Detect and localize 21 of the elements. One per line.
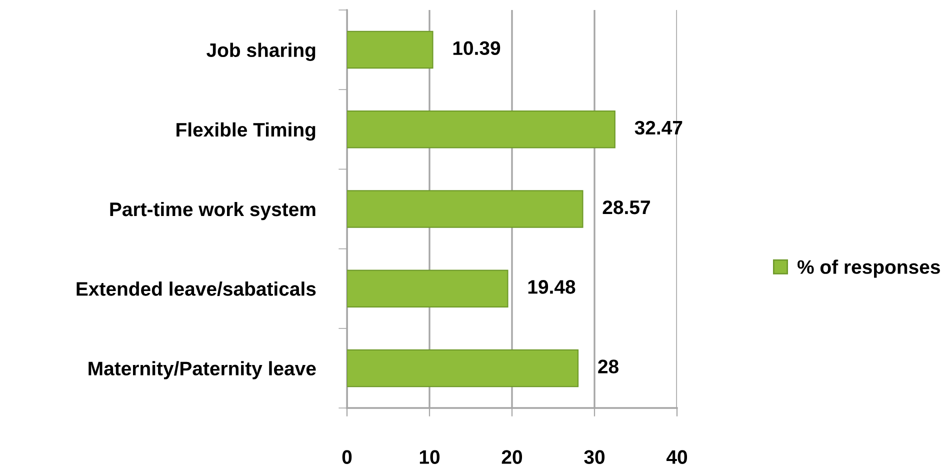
- x-tick-label: 0: [342, 450, 352, 464]
- y-tick-label: Maternity/Paternity leave: [88, 361, 316, 380]
- y-tick-label: Extended leave/sabaticals: [76, 282, 316, 296]
- bar: [347, 190, 584, 228]
- data-label: 32.47: [634, 120, 682, 135]
- x-tick-label: 30: [584, 450, 605, 464]
- data-label: 28: [598, 360, 618, 374]
- bar: [347, 270, 508, 308]
- legend-label: % of responses: [798, 260, 940, 278]
- bar: [347, 110, 616, 148]
- y-tick-label: Flexible Timing: [176, 122, 316, 141]
- bar: [347, 30, 434, 69]
- x-tick-label: 40: [666, 450, 688, 464]
- x-tick-label: 20: [502, 450, 522, 464]
- x-tick-label: 10: [420, 450, 440, 464]
- bar: [347, 349, 579, 388]
- data-label: 19.48: [528, 280, 576, 294]
- y-tick-label: Part-time work system: [110, 202, 316, 220]
- data-label: 10.39: [453, 41, 500, 56]
- data-label: 28.57: [602, 200, 650, 214]
- y-tick-label: Job sharing: [206, 42, 316, 61]
